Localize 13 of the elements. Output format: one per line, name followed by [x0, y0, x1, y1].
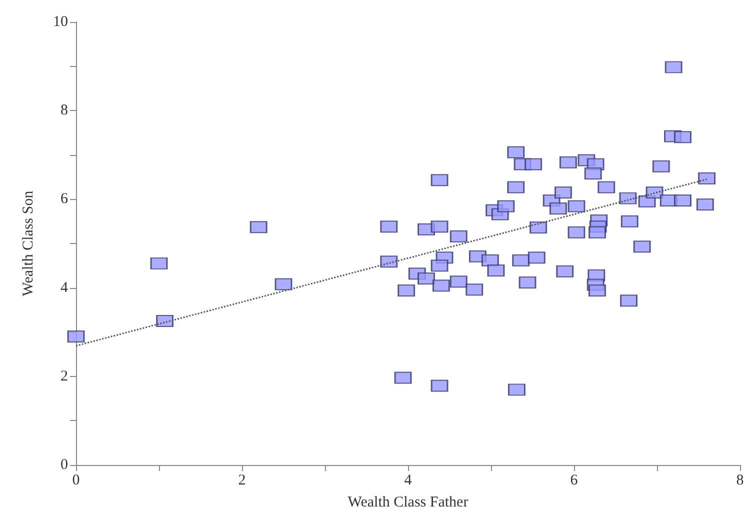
y-tick-label: 2: [60, 368, 68, 384]
y-tick-label: 0: [60, 457, 68, 473]
y-tick-label: 10: [53, 14, 68, 30]
x-tick-label: 8: [736, 472, 744, 488]
x-axis-title: Wealth Class Father: [348, 494, 468, 510]
x-tick-label: 0: [72, 472, 80, 488]
x-tick-label: 4: [404, 472, 412, 488]
y-tick-label: 4: [60, 280, 68, 296]
y-tick-label: 6: [60, 191, 68, 208]
y-tick-label: 8: [60, 102, 68, 119]
y-axis-title: Wealth Class Son: [20, 190, 36, 296]
x-tick-label: 6: [570, 472, 578, 488]
x-tick-label: 2: [238, 472, 246, 488]
